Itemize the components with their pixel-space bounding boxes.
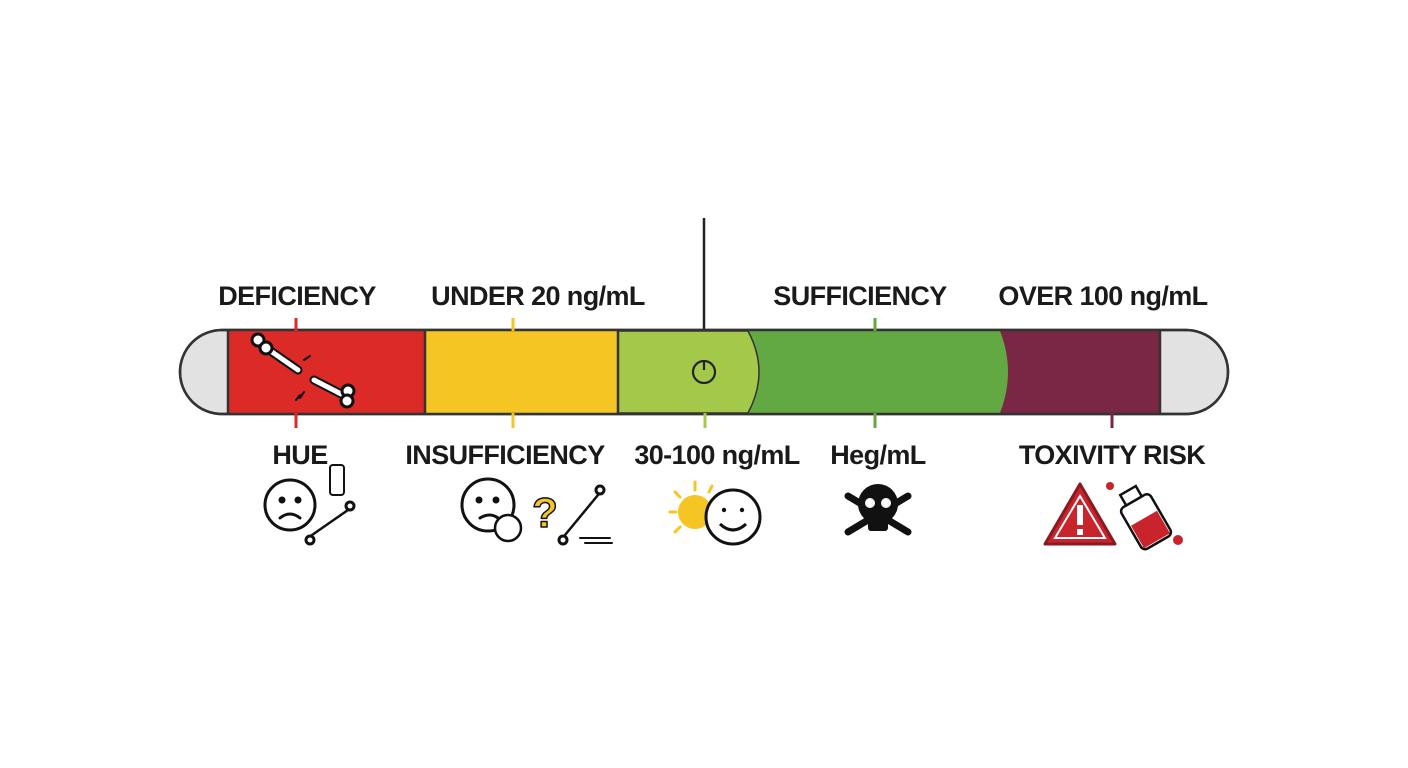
confused-icon: ? xyxy=(460,477,613,546)
bottom-label: 30-100 ng/mL xyxy=(634,440,799,470)
top-label: UNDER 20 ng/mL xyxy=(431,281,645,311)
top-label: SUFFICIENCY xyxy=(773,281,947,311)
top-label: OVER 100 ng/mL xyxy=(998,281,1207,311)
skull-icon xyxy=(844,484,912,536)
svg-text:?: ? xyxy=(532,489,558,536)
toxicity-icon xyxy=(1043,482,1183,551)
sun-smile-icon xyxy=(668,480,762,546)
segment-yellow xyxy=(425,331,618,413)
segment-light-green xyxy=(617,330,760,414)
range-bar xyxy=(178,328,1230,416)
bottom-label: INSUFFICIENCY xyxy=(405,440,605,470)
bottom-label: TOXIVITY RISK xyxy=(1019,440,1206,470)
segment-dividers xyxy=(226,331,1162,413)
broken-bone-icon xyxy=(250,332,356,409)
top-label: DEFICIENCY xyxy=(218,281,376,311)
segment-maroon xyxy=(990,331,1160,413)
bottom-label: HUE xyxy=(272,440,327,470)
ticks xyxy=(294,318,1114,428)
bottom-label: Heg/mL xyxy=(830,440,926,470)
sad-face-icon xyxy=(263,464,356,546)
segment-green xyxy=(740,331,1008,413)
